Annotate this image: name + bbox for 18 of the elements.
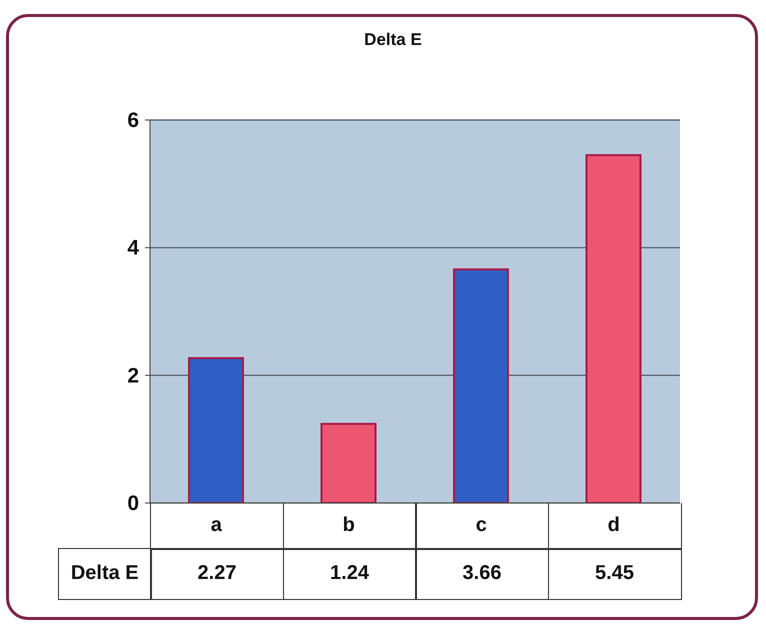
bar xyxy=(320,422,376,503)
x-tick-label: c xyxy=(476,514,487,536)
data-label: 2.27 xyxy=(198,562,236,586)
bar xyxy=(453,268,509,503)
chart-title: Delta E xyxy=(363,30,423,50)
y-tick-label: 0 xyxy=(127,492,139,515)
x-tick-label: b xyxy=(342,514,355,536)
x-tick-label: d xyxy=(608,514,620,536)
bar xyxy=(586,154,642,503)
x-tick-label: a xyxy=(210,514,223,536)
bar xyxy=(188,357,244,503)
text: Delta E xyxy=(70,562,139,586)
data-label: 3.66 xyxy=(462,562,502,586)
y-tick-label: 2 xyxy=(127,364,139,388)
data-label: 1.24 xyxy=(330,562,369,586)
y-tick-label: 4 xyxy=(127,236,140,260)
y-tick-label: 6 xyxy=(127,109,139,132)
data-label: 5.45 xyxy=(595,562,634,586)
